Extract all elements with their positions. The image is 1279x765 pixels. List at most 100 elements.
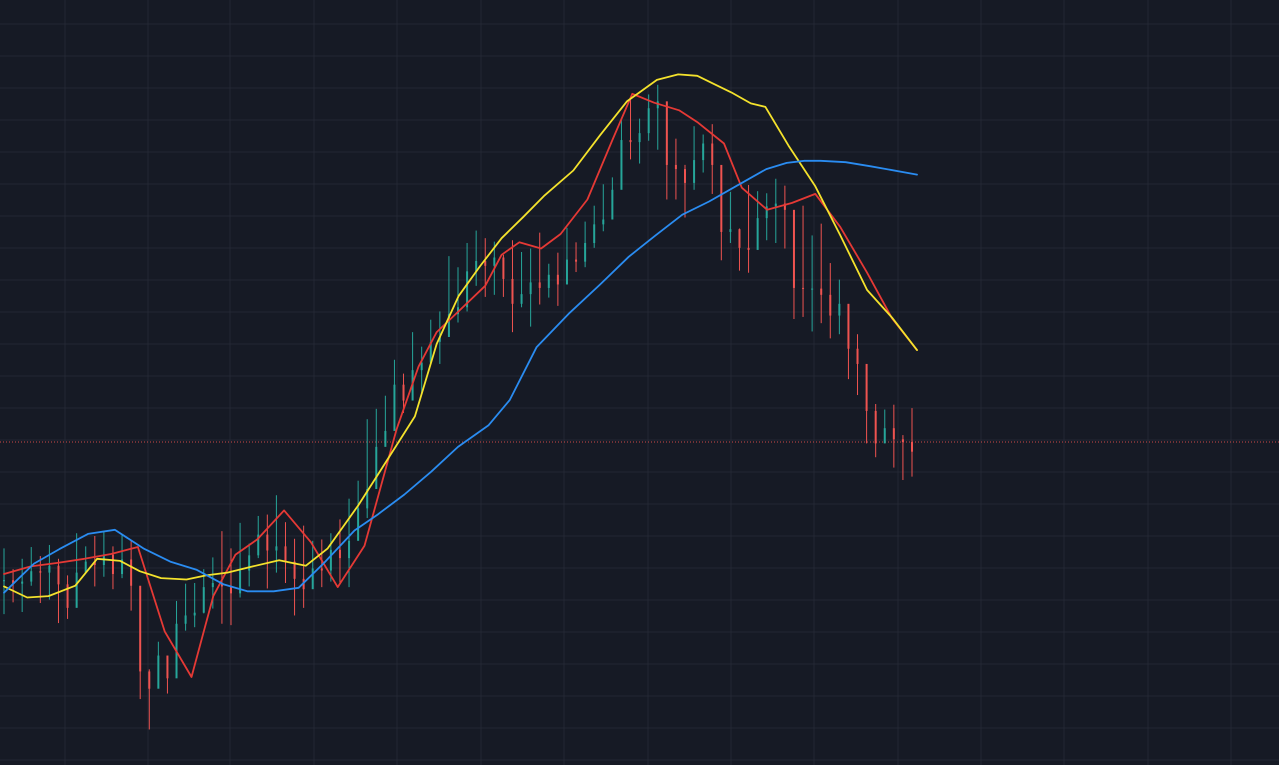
candle-body [602,219,605,225]
candle [257,515,260,559]
candle-body [502,257,505,279]
candle-body [12,580,15,584]
candle [502,254,505,297]
candle-body [711,143,714,165]
candle-body [320,568,323,571]
candle [348,498,351,588]
candle-body [348,540,351,559]
ma-line-yellow [3,73,918,599]
candle-body [720,164,723,232]
candle [802,205,805,317]
candle [602,184,605,232]
candle-body [774,203,777,207]
candle-body [475,260,478,272]
candle [484,238,487,297]
candle [711,124,714,194]
candle [820,223,823,324]
candle [647,94,650,141]
candle-body [729,229,732,232]
candle-body [638,133,641,143]
candle-body [139,585,142,672]
candle-body [166,655,169,679]
candle-body [66,584,69,608]
candle-body [284,546,287,562]
candle [39,556,42,604]
candle [883,409,886,444]
candle-body [111,554,114,574]
candle [148,669,151,730]
candle [565,227,568,285]
candle [402,373,405,413]
candle-body [402,384,405,401]
candle-body [57,565,60,585]
candle-body [193,612,196,616]
candle [656,84,659,150]
candle [684,164,686,218]
candle-body [257,534,260,556]
candle-body [665,101,668,165]
candle [547,263,550,298]
candle-body [84,561,87,573]
candle-body [647,108,650,134]
candle-body [693,160,696,183]
candle-body [620,140,623,190]
candle [239,522,242,598]
candle-body [838,303,841,316]
candle-body [511,278,514,304]
candle [901,435,904,481]
candle-body [130,559,133,586]
candle-body [520,294,523,304]
candle-body [593,224,596,244]
candle-body [202,587,205,613]
candle-body [30,571,33,582]
candle-body [684,169,686,183]
candle-body [384,430,387,447]
candle-body [329,549,332,571]
candle-body [901,439,904,443]
candle [693,126,696,190]
candlestick-series [3,84,913,730]
candle-body [375,446,378,490]
candle [584,221,587,268]
candle-body [538,282,541,288]
candle [193,582,196,628]
candle-body [484,260,487,266]
candle [620,117,623,190]
candle-body [447,314,450,337]
candle [538,232,541,305]
candle-body [275,546,278,551]
candle-body [565,259,568,285]
candle-body [211,582,214,588]
candle-body [802,287,805,289]
candle-body [829,294,832,316]
candle [665,101,668,200]
candle [57,558,60,624]
candle [21,558,24,613]
candle [184,583,187,631]
candle-body [575,259,578,262]
candle [756,191,759,250]
candle-body [883,428,886,444]
moving-average-lines [3,73,918,678]
candle-body [420,362,423,371]
candle [66,575,69,619]
candle-body [611,189,614,220]
candle [220,531,223,624]
candle-body [157,655,160,689]
candle-body [21,581,24,584]
candle [611,177,614,220]
candle [139,585,142,700]
candle-body [466,271,469,308]
candle-body [48,565,51,573]
candle [593,205,596,248]
candle [792,209,795,320]
candle [12,569,15,603]
candle [765,193,768,241]
candle-body [338,549,341,559]
candle-body [93,561,96,566]
candle [366,419,369,519]
candle-body [220,582,223,587]
candle-body [747,247,750,250]
candle-body [438,336,441,342]
